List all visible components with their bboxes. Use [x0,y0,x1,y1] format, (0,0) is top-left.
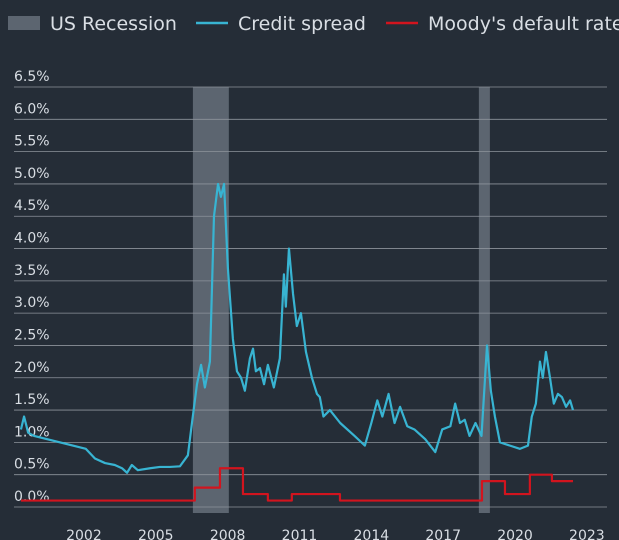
x-tick-label: 2011 [282,528,318,540]
y-tick-label: 3.5% [14,263,50,279]
y-tick-label: 6.0% [14,101,50,117]
y-tick-label: 0.0% [14,489,50,505]
y-tick-label: 4.0% [14,231,50,247]
x-tick-label: 2014 [354,528,390,540]
y-tick-label: 4.5% [14,198,50,214]
y-tick-label: 2.5% [14,327,50,343]
y-tick-label: 1.5% [14,392,50,408]
x-tick-label: 2017 [425,528,461,540]
y-tick-label: 6.5% [14,69,50,85]
y-tick-label: 2.0% [14,360,50,376]
y-tick-label: 3.0% [14,295,50,311]
x-tick-label: 2002 [66,528,102,540]
x-tick-label: 2008 [210,528,246,540]
x-tick-label: 2020 [497,528,533,540]
x-tick-label: 2005 [138,528,174,540]
recession-band [478,87,490,513]
legend-label: US Recession [50,13,177,35]
series-line [20,467,573,502]
series-line [19,182,575,474]
y-tick-label: 0.5% [14,457,50,473]
y-tick-label: 5.5% [14,134,50,150]
legend-label: Moody's default rate [428,13,619,35]
x-tick-label: 2023 [569,528,605,540]
legend-label: Credit spread [238,13,366,35]
y-tick-label: 5.0% [14,166,50,182]
legend-swatch [8,16,40,30]
y-tick-label: 1.0% [14,424,50,440]
